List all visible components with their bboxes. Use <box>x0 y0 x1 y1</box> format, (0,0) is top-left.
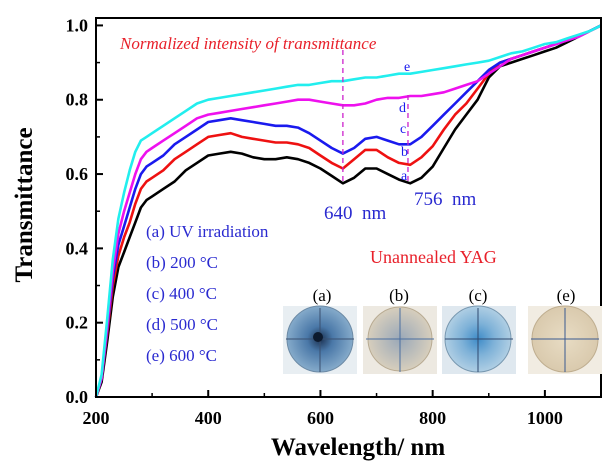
chart-title: Normalized intensity of transmittance <box>119 34 377 53</box>
x-axis-ticks: 200 400 600 800 1000 <box>83 390 602 428</box>
y-tick-label: 0.8 <box>66 90 89 110</box>
legend-item-c: (c) 400 °C <box>146 284 217 303</box>
legend-item-e: (e) 600 °C <box>146 346 217 365</box>
x-tick-label: 400 <box>195 408 222 428</box>
y-tick-label: 0.4 <box>66 238 89 258</box>
x-tick-label: 1000 <box>527 408 563 428</box>
inset-title: Unannealed YAG <box>370 247 497 267</box>
y-tick-label: 0.6 <box>66 164 89 184</box>
y-tick-label: 0.2 <box>66 313 89 333</box>
y-axis-title: Transmittance <box>11 127 38 282</box>
curve-label-d: d <box>399 101 406 116</box>
peak-756-label: 756 nm <box>414 189 477 210</box>
y-axis-ticks: 0.0 0.2 0.4 0.6 0.8 1.0 <box>66 15 103 407</box>
plot-frame <box>95 17 602 398</box>
y-tick-label: 0.0 <box>66 387 89 407</box>
sample-label-e: (e) <box>557 286 576 305</box>
sample-photo-a <box>283 305 357 374</box>
x-tick-label: 600 <box>307 408 334 428</box>
curve-label-a: a <box>401 169 408 184</box>
sample-label-c: (c) <box>469 286 488 305</box>
legend-item-b: (b) 200 °C <box>146 253 218 272</box>
curves-group <box>94 24 602 398</box>
peak-640-label: 640 nm <box>324 203 387 224</box>
legend: (a) UV irradiation (b) 200 °C (c) 400 °C… <box>146 222 269 365</box>
curve-label-c: c <box>400 122 406 137</box>
sample-photo-e <box>528 305 602 374</box>
series-line-d <box>94 24 602 398</box>
x-tick-label: 800 <box>419 408 446 428</box>
legend-item-d: (d) 500 °C <box>146 315 218 334</box>
sample-photo-b <box>363 306 437 374</box>
series-line-e <box>94 24 602 398</box>
legend-item-a: (a) UV irradiation <box>146 222 269 241</box>
x-axis-title: Wavelength/ nm <box>271 434 445 461</box>
sample-label-b: (b) <box>389 286 409 305</box>
y-tick-label: 1.0 <box>66 15 89 35</box>
curve-label-b: b <box>401 145 408 160</box>
sample-labels: (a) (b) (c) (e) <box>313 286 576 305</box>
sample-photo-c <box>442 305 516 374</box>
sample-label-a: (a) <box>313 286 332 305</box>
x-tick-label: 200 <box>83 408 110 428</box>
series-line-a <box>94 24 602 398</box>
curve-label-e: e <box>404 60 410 75</box>
